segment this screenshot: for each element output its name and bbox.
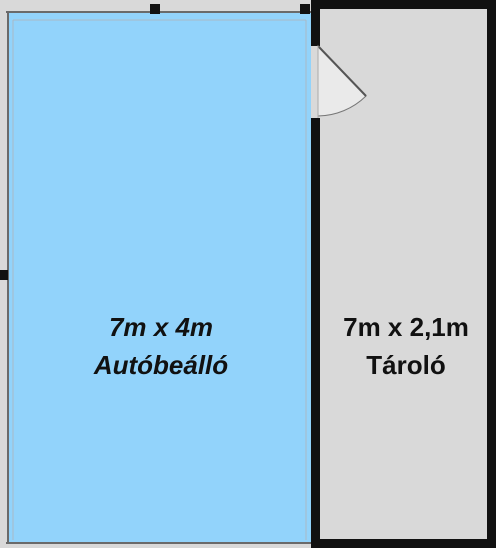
carport-dimensions: 7m x 4m <box>108 312 214 342</box>
carport-label: 7m x 4m Autóbeálló <box>10 308 312 384</box>
storage-label: 7m x 2,1m Tároló <box>318 308 494 384</box>
wall-marker-icon <box>150 4 160 14</box>
storage-left-wall-lower <box>311 118 320 548</box>
carport-name: Autóbeálló <box>93 350 229 380</box>
storage-name: Tároló <box>366 350 446 380</box>
storage-right-wall <box>487 0 496 548</box>
wall-marker-icon <box>300 4 310 14</box>
wall-marker-icon <box>0 270 8 280</box>
storage-left-wall-upper <box>311 0 320 46</box>
storage-dimensions: 7m x 2,1m <box>343 312 469 342</box>
storage-bottom-wall <box>312 539 496 548</box>
carport-room <box>8 12 311 543</box>
storage-top-wall <box>312 0 496 9</box>
door-swing-icon <box>317 44 367 118</box>
